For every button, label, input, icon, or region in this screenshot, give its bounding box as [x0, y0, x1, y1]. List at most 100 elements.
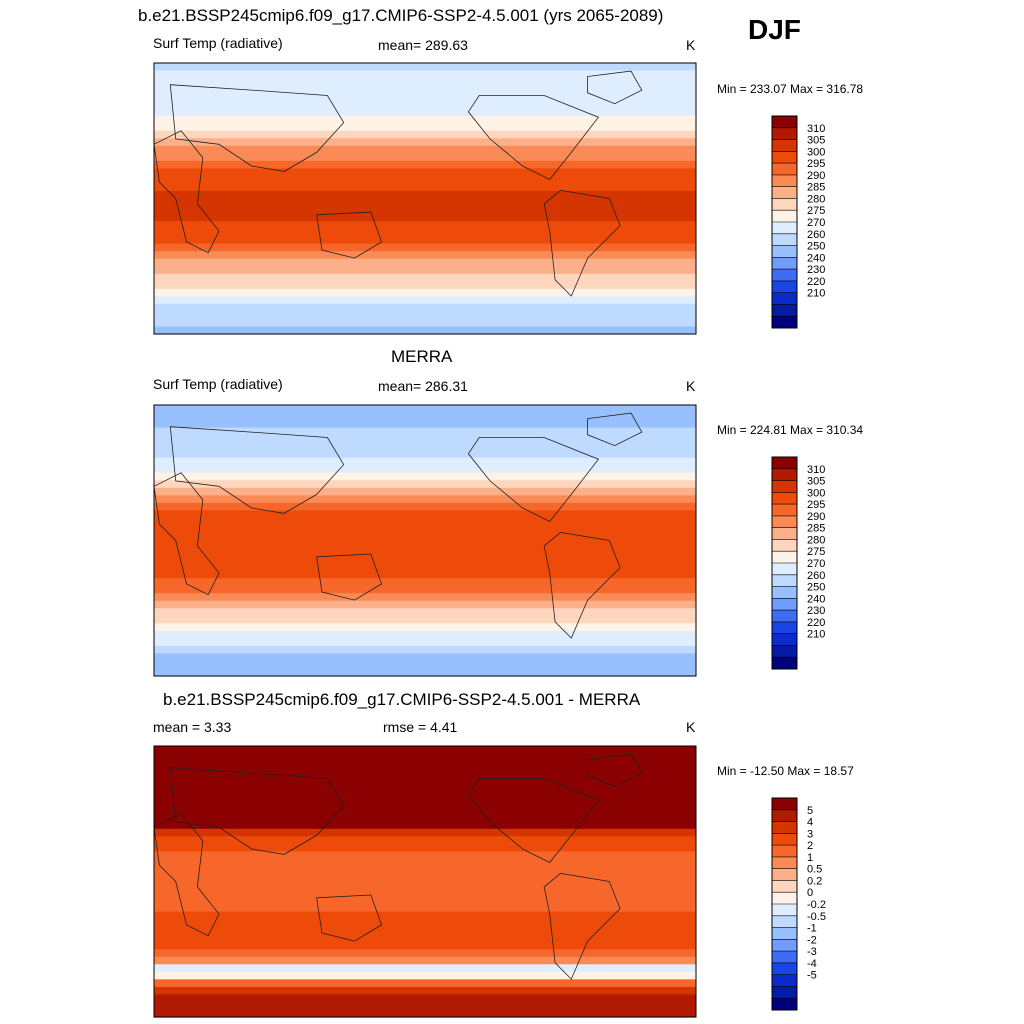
zonal-band [154, 442, 696, 451]
colorbar-frame [771, 115, 798, 329]
zonal-band [154, 813, 696, 822]
colorbar-swatch [772, 504, 797, 517]
colorbar-tick-label: 220 [807, 276, 825, 288]
panel-1-variable-label: Surf Temp (radiative) [153, 35, 283, 51]
colorbar-swatch [772, 927, 797, 940]
zonal-band [154, 435, 696, 444]
map-panel-1 [153, 62, 697, 335]
season-label: DJF [748, 14, 801, 45]
zonal-band [154, 623, 696, 632]
colorbar-tick-label: 210 [807, 288, 825, 300]
colorbar-tick-label: -1 [807, 923, 817, 935]
colorbar-tick-label: 290 [807, 511, 825, 523]
zonal-band [154, 213, 696, 222]
colorbar-swatch [772, 116, 797, 129]
colorbar-swatch [772, 868, 797, 881]
continent-outline [467, 95, 600, 181]
zonal-band [154, 206, 696, 215]
map-panel-3 [153, 745, 697, 1018]
zonal-band [154, 412, 696, 421]
colorbar-tick-label: 300 [807, 146, 825, 158]
zonal-band [154, 660, 696, 670]
zonal-band [154, 108, 696, 117]
colorbar-tick-label: 2 [807, 840, 813, 852]
zonal-band [154, 175, 696, 185]
colorbar-swatch [772, 139, 797, 152]
zonal-band [154, 798, 696, 807]
continent-outline [316, 894, 383, 942]
continent-outline [169, 84, 345, 172]
zonal-band [154, 495, 696, 504]
colorbar-swatch [772, 292, 797, 305]
zonal-band [154, 896, 696, 905]
panel-3-units: K [686, 719, 696, 735]
panel-3-rmse-label: rmse = 4.41 [383, 719, 458, 735]
zonal-band [154, 836, 696, 845]
colorbar-tick-label: 240 [807, 252, 825, 264]
colorbar-swatch [772, 986, 797, 999]
zonal-band [154, 487, 696, 496]
zonal-band [154, 183, 696, 192]
zonal-band [154, 593, 696, 602]
colorbar-swatch [772, 610, 797, 623]
zonal-band [154, 986, 696, 996]
panel-1-minmax: Min = 233.07 Max = 316.78 [717, 82, 864, 96]
zonal-band [154, 668, 696, 677]
colorbar-tick-label: 5 [807, 805, 813, 817]
continent-outline [587, 753, 643, 788]
colorbar-tick-label: 300 [807, 487, 825, 499]
colorbar-tick-label: 250 [807, 241, 825, 253]
zonal-band [154, 228, 696, 237]
colorbar-tick-label: 220 [807, 617, 825, 629]
colorbar-swatch [772, 951, 797, 964]
zonal-band [154, 427, 696, 436]
colorbar-swatch [772, 280, 797, 293]
colorbar-tick-label: 305 [807, 476, 825, 488]
zonal-band [154, 85, 696, 94]
panel-3-minmax: Min = -12.50 Max = 18.57 [717, 764, 854, 778]
zonal-band [154, 578, 696, 587]
zonal-band [154, 251, 696, 260]
zonal-band [154, 783, 696, 792]
zonal-band [154, 858, 696, 868]
zonal-band [154, 63, 696, 72]
colorbar-swatch [772, 269, 797, 282]
colorbar-swatch [772, 821, 797, 834]
zonal-band [154, 791, 696, 800]
colorbar-swatch [772, 151, 797, 164]
zonal-band [154, 318, 696, 328]
continent-outline [467, 778, 600, 864]
zonal-band [154, 806, 696, 815]
zonal-band [154, 563, 696, 572]
panel-2-mean-label: mean= 286.31 [378, 378, 468, 394]
panel-3-title: b.e21.BSSP245cmip6.f09_g17.CMIP6-SSP2-4.… [163, 690, 641, 709]
zonal-band [154, 405, 696, 414]
zonal-band [154, 472, 696, 481]
colorbar-swatch [772, 915, 797, 928]
zonal-band [154, 281, 696, 290]
zonal-band [154, 753, 696, 762]
zonal-band [154, 258, 696, 267]
colorbar-swatch [772, 645, 797, 658]
zonal-band [154, 645, 696, 655]
colorbar-1: 3103053002952902852802752702602502402302… [771, 115, 825, 329]
colorbar-swatch [772, 527, 797, 540]
continent-outline [467, 437, 600, 523]
colorbar-swatch [772, 880, 797, 893]
zonal-band [154, 160, 696, 169]
colorbar-tick-label: -2 [807, 934, 817, 946]
zonal-band [154, 236, 696, 245]
zonal-band [154, 130, 696, 139]
continent-outline [543, 189, 621, 297]
colorbar-swatch [772, 845, 797, 858]
zonal-band [154, 168, 696, 177]
zonal-band [154, 761, 696, 770]
zonal-band [154, 93, 696, 102]
zonal-band [154, 971, 696, 980]
continent-outline [316, 211, 383, 259]
colorbar-swatch [772, 480, 797, 493]
continent-outline [543, 531, 621, 639]
continent-outline [153, 130, 220, 254]
panel-1-mean-label: mean= 289.63 [378, 37, 468, 53]
colorbar-tick-label: 285 [807, 182, 825, 194]
